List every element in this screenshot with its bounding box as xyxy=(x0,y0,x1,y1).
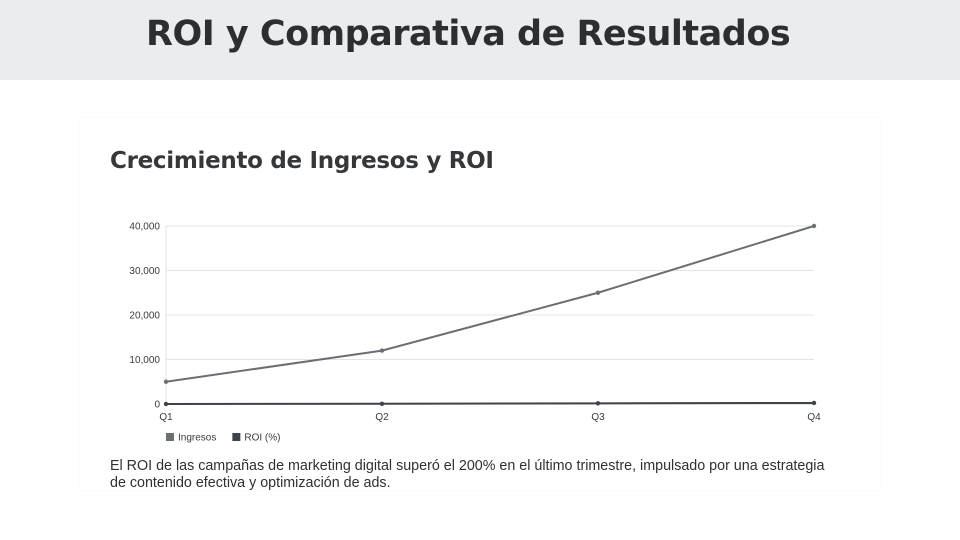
x-tick-label: Q3 xyxy=(591,412,605,423)
series-point xyxy=(163,401,169,407)
series-point xyxy=(379,348,385,353)
page-header: ROI y Comparativa de Resultados xyxy=(0,0,960,80)
y-tick-label: 40,000 xyxy=(129,222,160,233)
x-tick-label: Q2 xyxy=(375,412,389,423)
page-title: ROI y Comparativa de Resultados xyxy=(146,14,791,54)
legend-swatch xyxy=(166,433,174,441)
y-tick-label: 10,000 xyxy=(129,355,160,366)
series-point xyxy=(811,223,817,229)
legend-label: ROI (%) xyxy=(244,433,280,444)
series-point xyxy=(595,290,601,295)
chart-caption: El ROI de las campañas de marketing digi… xyxy=(110,458,825,491)
y-tick-label: 30,000 xyxy=(129,266,160,277)
y-tick-label: 0 xyxy=(154,400,160,411)
series-point xyxy=(163,379,169,384)
x-tick-label: Q1 xyxy=(159,412,173,423)
legend-label: Ingresos xyxy=(178,433,216,444)
series-line-0 xyxy=(165,225,815,383)
chart-card: Crecimiento de Ingresos y ROI 0 10,000 20,… xyxy=(80,118,880,491)
chart-title: Crecimiento de Ingresos y ROI xyxy=(110,148,494,174)
series-point xyxy=(811,400,817,406)
y-tick-labels: 0 10,000 20,000 30,000 40,000 xyxy=(129,222,160,411)
revenue-roi-line-chart: 0 10,000 20,000 30,000 40,000 Q1 Q2 Q3 Q4 Ingreso… xyxy=(129,222,821,444)
y-tick-label: 20,000 xyxy=(129,311,160,322)
series-point xyxy=(379,401,385,406)
x-tick-label: Q4 xyxy=(807,412,821,423)
series-line-1 xyxy=(165,401,815,405)
series-point xyxy=(595,401,601,406)
legend-swatch xyxy=(232,433,241,441)
